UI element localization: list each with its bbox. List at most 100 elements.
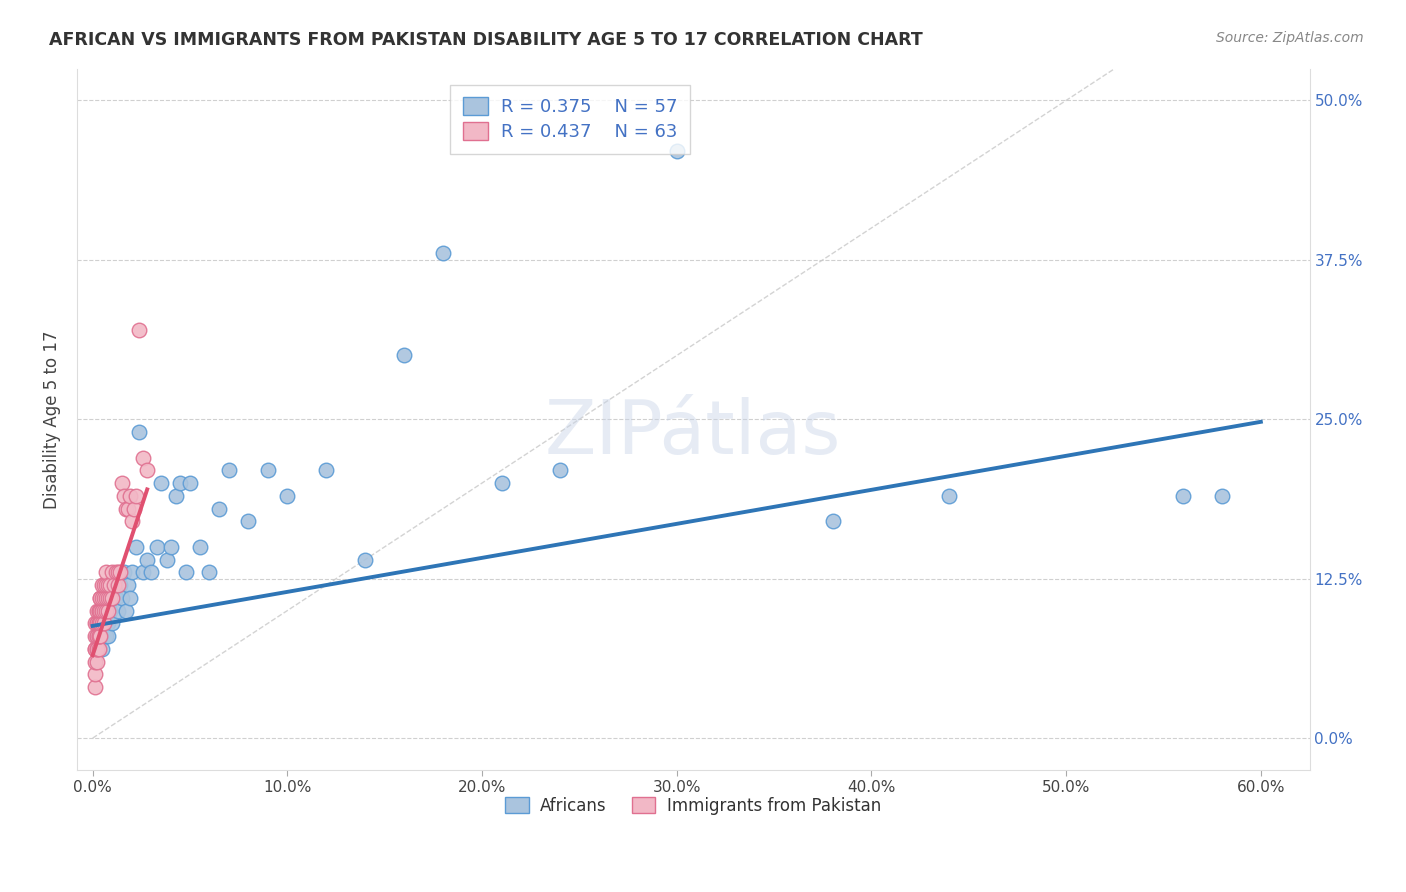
Point: [128, 323, 150, 337]
Point: [107, 578, 129, 592]
Point: [96, 566, 118, 580]
Point: [91, 603, 114, 617]
Point: [136, 463, 159, 477]
Point: [114, 603, 136, 617]
Point: [83, 616, 105, 631]
Point: [93, 616, 115, 631]
Point: [121, 566, 143, 580]
Point: [938, 489, 960, 503]
Point: [548, 463, 571, 477]
Point: [87, 629, 110, 643]
Point: [392, 349, 415, 363]
Point: [83, 655, 105, 669]
Point: [179, 476, 201, 491]
Point: [97, 591, 120, 605]
Point: [108, 566, 131, 580]
Point: [89, 591, 111, 605]
Point: [105, 566, 128, 580]
Point: [87, 629, 110, 643]
Point: [91, 616, 114, 631]
Point: [93, 591, 115, 605]
Point: [103, 578, 125, 592]
Point: [101, 616, 124, 631]
Point: [174, 566, 197, 580]
Point: [107, 566, 129, 580]
Point: [91, 603, 114, 617]
Point: [111, 591, 134, 605]
Point: [122, 501, 145, 516]
Point: [96, 629, 118, 643]
Point: [139, 566, 162, 580]
Point: [156, 552, 179, 566]
Point: [98, 603, 121, 617]
Point: [132, 450, 155, 465]
Text: Source: ZipAtlas.com: Source: ZipAtlas.com: [1216, 31, 1364, 45]
Legend: Africans, Immigrants from Pakistan: Africans, Immigrants from Pakistan: [495, 787, 891, 825]
Point: [118, 489, 141, 503]
Point: [96, 591, 118, 605]
Point: [86, 641, 108, 656]
Point: [257, 463, 280, 477]
Point: [103, 578, 125, 592]
Point: [111, 476, 134, 491]
Point: [276, 489, 298, 503]
Point: [208, 501, 231, 516]
Point: [491, 476, 513, 491]
Point: [91, 641, 114, 656]
Point: [89, 629, 111, 643]
Point: [89, 616, 111, 631]
Point: [97, 603, 120, 617]
Point: [83, 629, 105, 643]
Point: [87, 616, 110, 631]
Text: ZIPátlas: ZIPátlas: [546, 397, 842, 470]
Point: [98, 591, 121, 605]
Point: [87, 603, 110, 617]
Point: [97, 616, 120, 631]
Point: [118, 591, 141, 605]
Point: [97, 578, 120, 592]
Point: [91, 578, 114, 592]
Point: [96, 578, 118, 592]
Point: [87, 603, 110, 617]
Point: [432, 246, 454, 260]
Point: [89, 603, 111, 617]
Point: [112, 566, 135, 580]
Point: [86, 616, 108, 631]
Point: [93, 603, 115, 617]
Point: [91, 616, 114, 631]
Point: [83, 641, 105, 656]
Point: [218, 463, 240, 477]
Text: AFRICAN VS IMMIGRANTS FROM PAKISTAN DISABILITY AGE 5 TO 17 CORRELATION CHART: AFRICAN VS IMMIGRANTS FROM PAKISTAN DISA…: [49, 31, 922, 49]
Point: [86, 629, 108, 643]
Point: [83, 667, 105, 681]
Point: [105, 591, 128, 605]
Point: [93, 603, 115, 617]
Point: [97, 629, 120, 643]
Point: [87, 616, 110, 631]
Point: [117, 501, 139, 516]
Point: [96, 591, 118, 605]
Point: [87, 616, 110, 631]
Point: [89, 629, 111, 643]
Point: [108, 578, 131, 592]
Point: [93, 578, 115, 592]
Point: [124, 489, 146, 503]
Point: [89, 603, 111, 617]
Point: [198, 566, 221, 580]
Point: [93, 616, 115, 631]
Point: [114, 501, 136, 516]
Point: [149, 476, 172, 491]
Point: [136, 552, 159, 566]
Point: [87, 641, 110, 656]
Point: [821, 514, 844, 528]
Point: [117, 578, 139, 592]
Point: [86, 629, 108, 643]
Point: [169, 476, 191, 491]
Point: [159, 540, 181, 554]
Point: [1171, 489, 1194, 503]
Point: [86, 629, 108, 643]
Point: [124, 540, 146, 554]
Point: [83, 641, 105, 656]
Y-axis label: Disability Age 5 to 17: Disability Age 5 to 17: [44, 330, 60, 508]
Point: [86, 641, 108, 656]
